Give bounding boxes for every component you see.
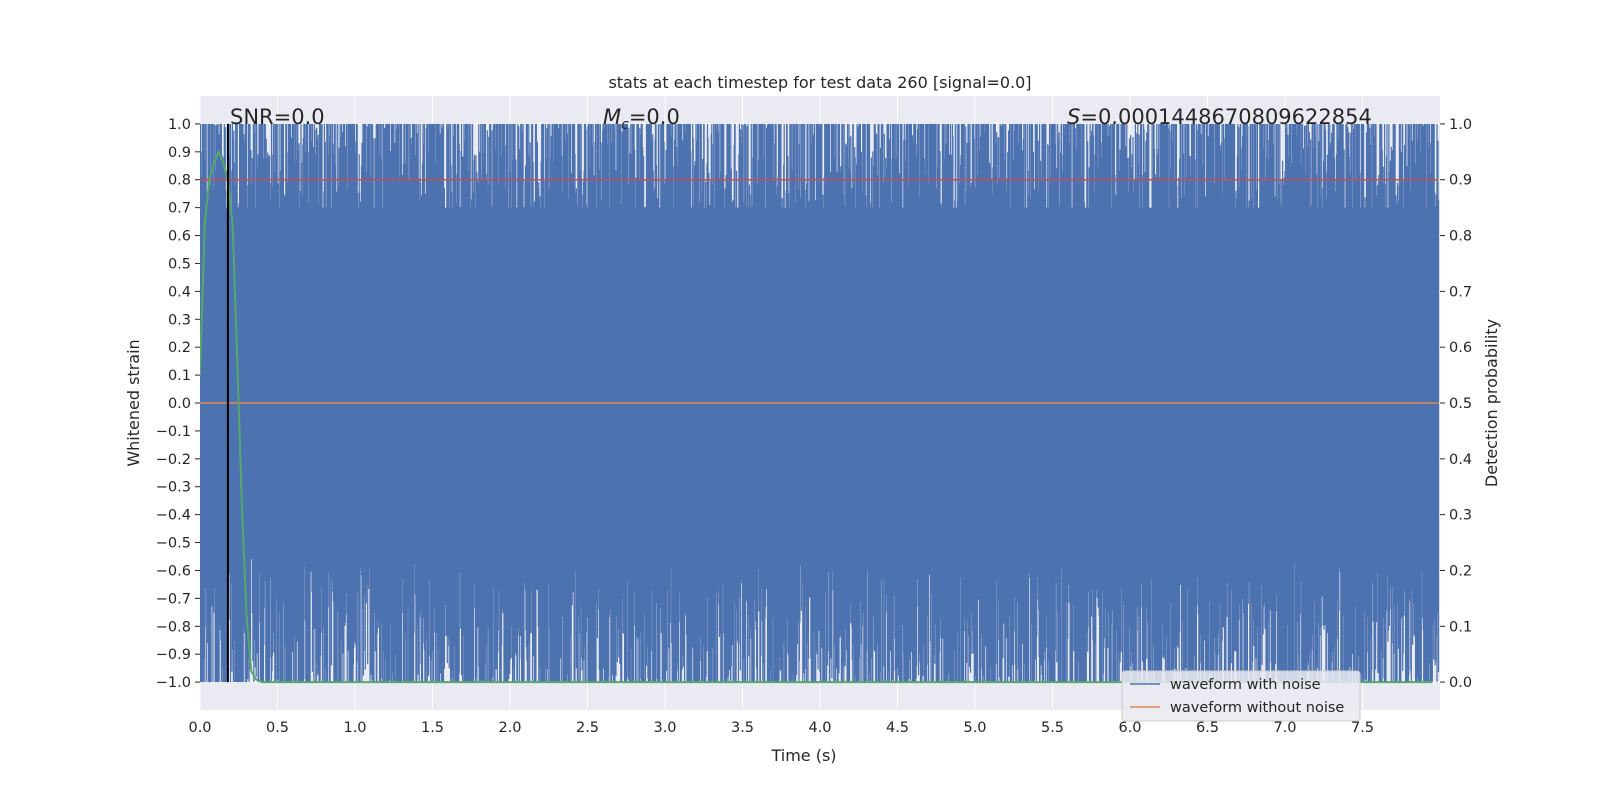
chirp-mass-annotation: Mc=0.0: [603, 105, 680, 133]
left-tick-label: 0.2: [168, 340, 191, 356]
left-tick-label: −0.8: [156, 619, 191, 635]
left-tick-label: 0.0: [168, 396, 191, 412]
x-tick-label: 4.5: [886, 720, 909, 736]
right-tick-label: 0.9: [1449, 173, 1472, 189]
left-tick-label: 0.4: [168, 284, 191, 300]
left-tick-label: −0.4: [156, 508, 191, 524]
left-tick-label: 0.8: [168, 173, 191, 189]
right-tick-label: 0.1: [1449, 619, 1472, 635]
right-axis-label: Detection probability: [1482, 319, 1501, 487]
left-tick-label: 0.1: [168, 368, 191, 384]
left-axis-label: Whitened strain: [124, 339, 143, 466]
left-axis-ticks: 1.0 0.9 0.8 0.7 0.6 0.5 0.4 0.3 0.2 0.1 0.0 −0.1 −0.…: [156, 117, 200, 691]
right-tick-label: 1.0: [1449, 117, 1472, 133]
left-tick-label: 0.3: [168, 312, 191, 328]
x-tick-label: 7.5: [1351, 720, 1374, 736]
x-tick-label: 6.0: [1118, 720, 1141, 736]
legend-label-noise: waveform with noise: [1170, 677, 1321, 693]
right-tick-label: 0.6: [1449, 340, 1472, 356]
right-tick-label: 0.0: [1449, 675, 1472, 691]
right-tick-label: 0.2: [1449, 563, 1472, 579]
x-tick-label: 1.0: [343, 720, 366, 736]
right-tick-label: 0.3: [1449, 508, 1472, 524]
x-tick-label: 5.5: [1041, 720, 1064, 736]
x-tick-label: 3.0: [653, 720, 676, 736]
x-tick-label: 5.0: [963, 720, 986, 736]
left-tick-label: −0.7: [156, 591, 191, 607]
legend: waveform with noise waveform without noi…: [1121, 670, 1361, 722]
right-tick-label: 0.7: [1449, 284, 1472, 300]
legend-box: [1121, 670, 1361, 722]
left-tick-label: 0.5: [168, 256, 191, 272]
left-tick-label: −0.6: [156, 563, 191, 579]
x-tick-label: 2.5: [576, 720, 599, 736]
x-tick-label: 6.5: [1196, 720, 1219, 736]
right-tick-label: 0.8: [1449, 229, 1472, 245]
x-tick-label: 0.5: [266, 720, 289, 736]
left-tick-label: −0.2: [156, 452, 191, 468]
left-tick-label: 1.0: [168, 117, 191, 133]
s-statistic-annotation: S=0.0001448670809622854: [1067, 105, 1372, 129]
chart-title: stats at each timestep for test data 260…: [608, 73, 1031, 92]
right-tick-label: 0.5: [1449, 396, 1472, 412]
right-tick-label: 0.4: [1449, 452, 1472, 468]
left-tick-label: 0.6: [168, 229, 191, 245]
x-tick-label: 4.0: [808, 720, 831, 736]
left-tick-label: −0.3: [156, 480, 191, 496]
left-tick-label: 0.9: [168, 145, 191, 161]
plot-area: [200, 123, 1440, 684]
left-tick-label: −0.1: [156, 424, 191, 440]
x-tick-label: 0.0: [188, 720, 211, 736]
legend-label-clean: waveform without noise: [1170, 700, 1344, 716]
x-tick-label: 7.0: [1273, 720, 1296, 736]
x-axis-ticks: 0.0 0.5 1.0 1.5 2.0 2.5 3.0 3.5 4.0 4.5 5.0 5.5 6.0 6…: [188, 720, 1374, 736]
snr-annotation: SNR=0.0: [230, 105, 325, 129]
x-tick-label: 1.5: [421, 720, 444, 736]
x-tick-label: 3.5: [731, 720, 754, 736]
x-tick-label: 2.0: [498, 720, 521, 736]
x-axis-label: Time (s): [770, 746, 836, 765]
left-tick-label: −0.5: [156, 536, 191, 552]
right-axis-ticks: 1.0 0.9 0.8 0.7 0.6 0.5 0.4 0.3 0.2 0.1 0.0: [1440, 117, 1472, 691]
left-tick-label: −0.9: [156, 647, 191, 663]
left-tick-label: −1.0: [156, 675, 191, 691]
left-tick-label: 0.7: [168, 201, 191, 217]
detection-probability-series: [200, 149, 1433, 684]
